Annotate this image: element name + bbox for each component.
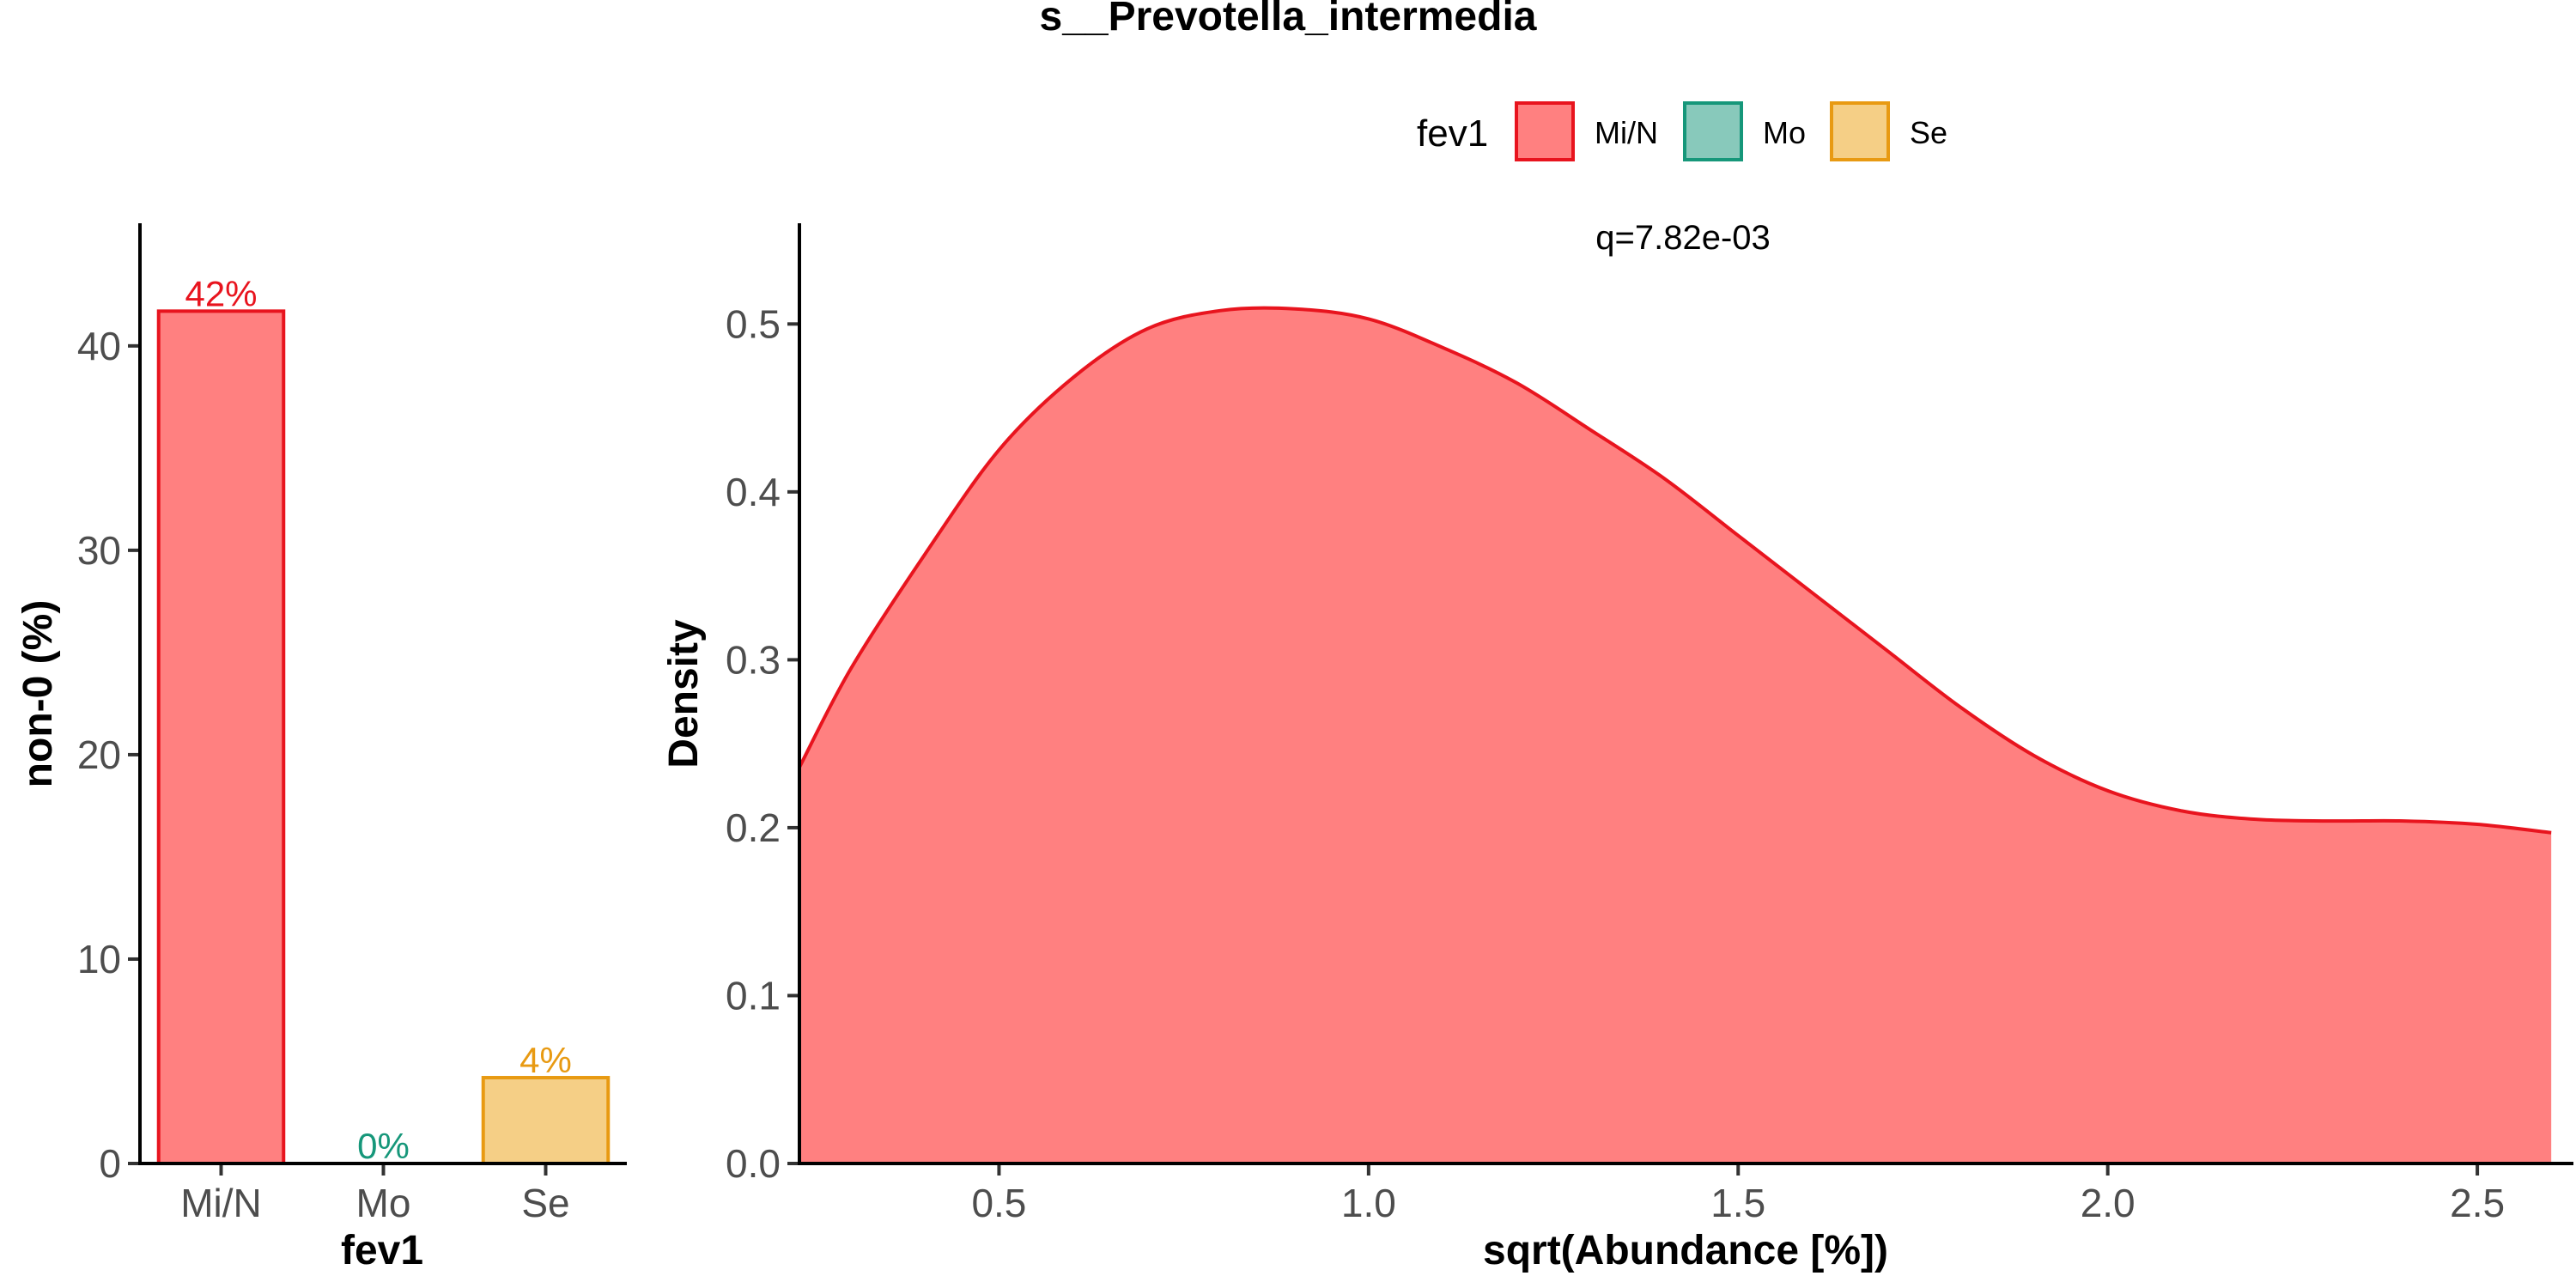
legend-key-mi-n [1515, 101, 1575, 161]
legend-title: fev1 [1417, 112, 1488, 155]
density-chart-panel: 0.0 0.1 0.2 0.3 0.4 0.5 0.5 1.0 1.5 2.0 2.5 q=7.82… [661, 219, 2573, 1273]
density-y-tick-label: 0.2 [726, 805, 781, 850]
density-area [799, 307, 2552, 1163]
density-y-tick-label: 0.5 [726, 301, 781, 346]
bar-y-tick-label: 40 [77, 324, 121, 368]
density-x-tick-label: 0.5 [971, 1181, 1026, 1225]
legend-label-se: Se [1910, 115, 1947, 150]
legend-key-mo [1683, 101, 1743, 161]
bar-data-label: 0% [357, 1126, 410, 1166]
bar-data-label: 4% [519, 1040, 572, 1080]
density-y-tick-label: 0.1 [726, 973, 781, 1018]
bar-mi-n [156, 309, 286, 1165]
bar-x-tick-label: Mo [356, 1181, 411, 1225]
bar-chart-panel: 0 10 20 30 40 42% Mi/N 0% Mo 4% Se non-0 (%) fev1 [15, 223, 627, 1273]
chart-title: s__Prevotella_intermedia [1040, 0, 1537, 39]
density-line [798, 306, 2552, 835]
bar-chart-marks: 0 10 20 30 40 42% Mi/N 0% Mo 4% Se [77, 273, 611, 1225]
density-x-tick-label: 2.5 [2450, 1181, 2505, 1225]
bar-x-axis-title: fev1 [341, 1228, 423, 1273]
density-y-axis-title: Density [661, 619, 707, 769]
bar-y-tick-label: 10 [77, 937, 121, 981]
legend: fev1 Mi/N Mo Se [1417, 101, 1947, 161]
bar-data-label: 42% [185, 273, 257, 313]
bar-x-tick-label: Mi/N [180, 1181, 262, 1225]
density-x-tick-label: 1.0 [1341, 1181, 1396, 1225]
density-y-tick-label: 0.3 [726, 637, 781, 682]
density-x-tick-label: 1.5 [1710, 1181, 1765, 1225]
density-y-tick-label: 0.4 [726, 470, 781, 514]
bar-y-tick-label: 0 [99, 1141, 121, 1186]
bar-y-axis-title: non-0 (%) [15, 600, 61, 788]
legend-label-mi-n: Mi/N [1595, 115, 1658, 150]
density-x-tick-label: 2.0 [2081, 1181, 2136, 1225]
density-chart-marks: 0.0 0.1 0.2 0.3 0.4 0.5 0.5 1.0 1.5 2.0 2.5 [726, 301, 2552, 1225]
bar-y-tick-label: 30 [77, 528, 121, 573]
bar-x-tick-label: Se [521, 1181, 569, 1225]
density-x-axis-title: sqrt(Abundance [%]) [1483, 1228, 1888, 1273]
bar-se [481, 1076, 611, 1165]
legend-key-se [1830, 101, 1890, 161]
q-value-annotation: q=7.82e-03 [1595, 219, 1771, 257]
bar-y-tick-label: 20 [77, 732, 121, 777]
legend-label-mo: Mo [1763, 115, 1806, 150]
density-y-tick-label: 0.0 [726, 1141, 781, 1186]
